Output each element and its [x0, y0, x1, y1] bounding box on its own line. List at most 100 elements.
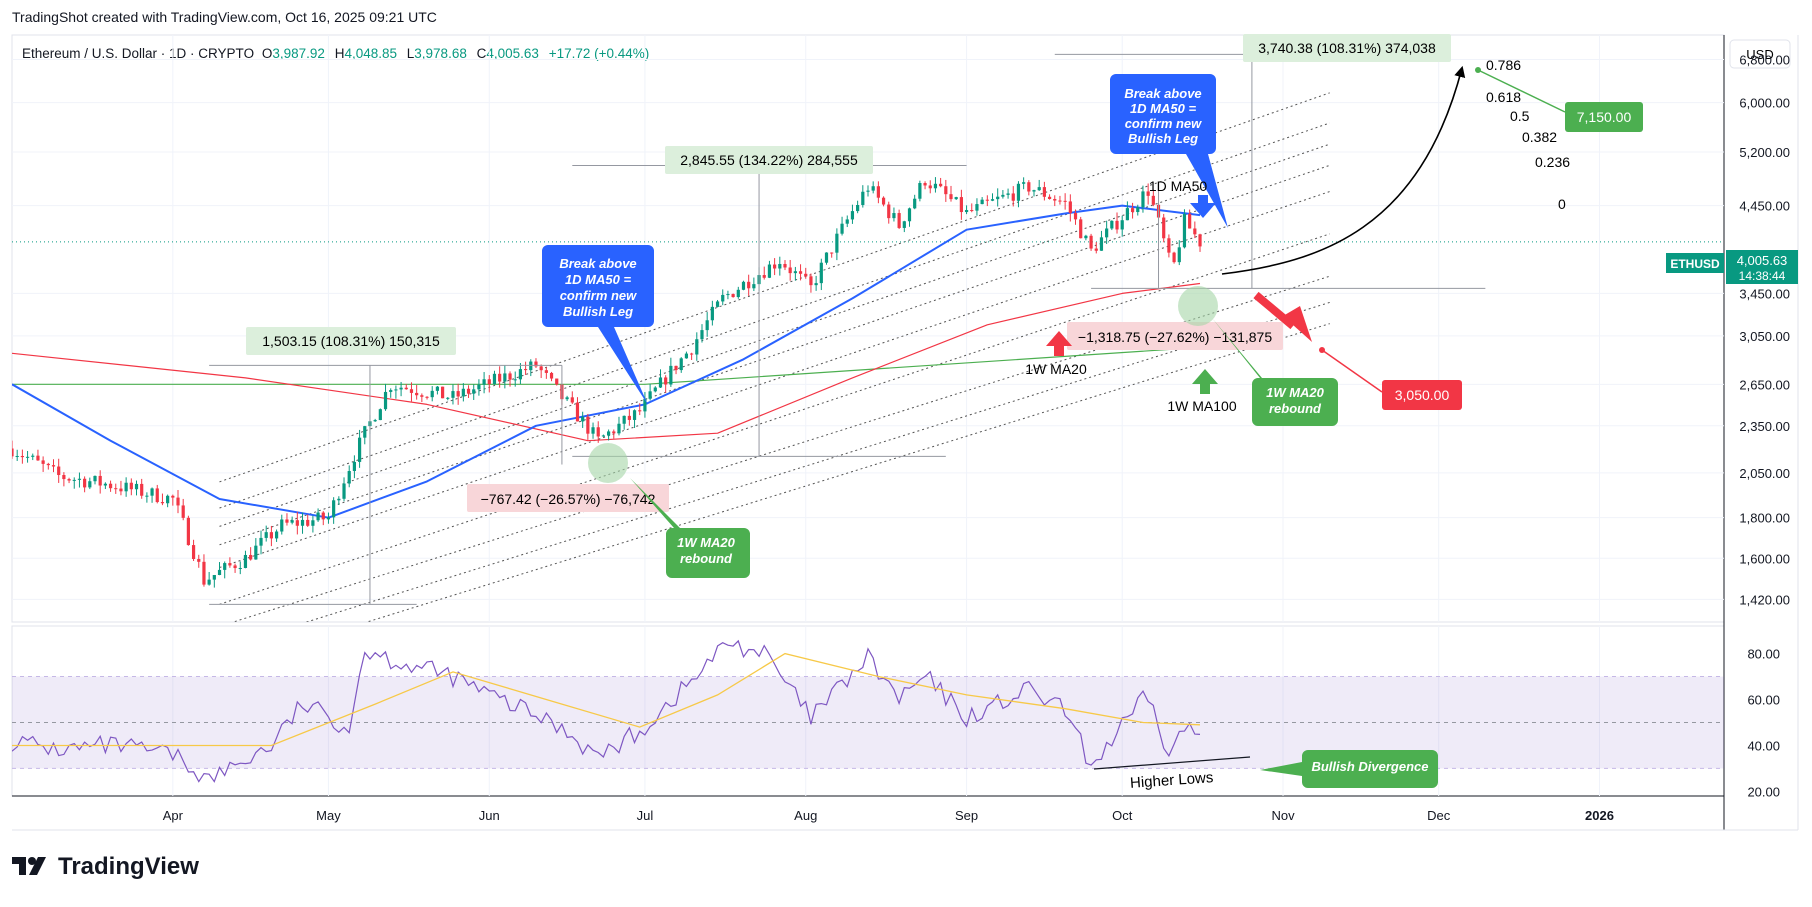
- ma-green-line: [12, 346, 1201, 385]
- candle-body: [389, 390, 393, 392]
- price-tick-label: 1,600.00: [1739, 551, 1790, 566]
- candle-body: [108, 483, 113, 489]
- candle-body: [581, 416, 585, 422]
- candle-body: [814, 283, 818, 286]
- candle-body: [326, 517, 331, 520]
- measure-3-label: 3,740.38 (108.31%) 374,038: [1258, 40, 1436, 56]
- bullish-divergence-callout: Bullish Divergence: [1260, 750, 1438, 788]
- low-value: 3,978.68: [414, 46, 467, 61]
- candle-body: [1125, 208, 1129, 221]
- rsi-tick-label: 60.00: [1747, 693, 1780, 708]
- callout-break-2-line3: confirm new: [1125, 116, 1202, 131]
- candle-body: [762, 275, 766, 278]
- price-tick-label: 4,450.00: [1739, 199, 1790, 214]
- candle-body: [456, 391, 460, 397]
- candle-body: [752, 284, 756, 289]
- candle-body: [1167, 238, 1171, 253]
- chart-canvas[interactable]: Ethereum / U.S. Dollar · 1D · CRYPTO O3,…: [0, 0, 1812, 840]
- time-tick-label: 2026: [1585, 808, 1614, 823]
- candle-body: [238, 568, 242, 570]
- candle-body: [394, 389, 398, 391]
- price-tick-label: 5,200.00: [1739, 145, 1790, 160]
- candle-body: [980, 199, 984, 205]
- candle-body: [715, 301, 720, 307]
- candle-body: [332, 500, 336, 518]
- candle-body: [586, 416, 590, 434]
- candle-body: [731, 294, 735, 298]
- candle-body: [747, 281, 751, 289]
- candle-body: [933, 183, 938, 189]
- candle-body: [861, 191, 865, 205]
- candle-body: [928, 185, 932, 189]
- candle-body: [498, 373, 502, 382]
- candle-body: [856, 204, 860, 212]
- candle-body: [114, 488, 118, 490]
- candle-body: [793, 271, 797, 274]
- candle-body: [492, 373, 497, 385]
- candle-body: [88, 481, 92, 488]
- candle-body: [570, 397, 574, 403]
- ma-red-line: [12, 282, 1201, 442]
- arrow-up-icon: [1046, 331, 1072, 356]
- candle-body: [274, 531, 279, 539]
- candle-body: [767, 264, 772, 278]
- candle-body: [809, 276, 813, 286]
- candle-body: [850, 211, 855, 220]
- callout-rebound-1-line1: 1W MA20: [677, 535, 736, 550]
- candle-body: [62, 475, 66, 480]
- currency-button[interactable]: USD: [1729, 39, 1791, 69]
- candle-body: [783, 263, 787, 268]
- candle-body: [684, 353, 689, 359]
- candle-body: [12, 448, 14, 457]
- candle-body: [1079, 219, 1083, 239]
- candle-body: [357, 437, 362, 462]
- candle-body: [155, 488, 159, 503]
- candle-body: [503, 373, 507, 382]
- callout-rebound-1-line2: rebound: [680, 551, 733, 566]
- candle-body: [710, 306, 714, 321]
- candle-body: [1130, 208, 1135, 213]
- fib-label-05: 0.5: [1510, 108, 1530, 124]
- candle-body: [690, 353, 694, 355]
- candle-body: [217, 569, 222, 575]
- candle-body: [881, 197, 886, 205]
- candle-body: [67, 479, 71, 481]
- candle-body: [46, 463, 50, 466]
- candle-body: [103, 483, 107, 486]
- candle-body: [1151, 195, 1155, 205]
- candle-body: [773, 264, 777, 269]
- candle-body: [383, 391, 388, 410]
- high-label: H: [335, 46, 345, 61]
- fib-channel-line: [219, 92, 1330, 483]
- high-value: 4,048.85: [344, 46, 397, 61]
- candle-body: [197, 558, 201, 562]
- candle-body: [612, 431, 616, 434]
- candle-body: [306, 519, 310, 526]
- candle-body: [342, 483, 346, 499]
- candle-body: [223, 563, 227, 570]
- candle-body: [446, 397, 450, 399]
- price-badge-ticker: ETHUSD: [1670, 257, 1720, 271]
- candle-body: [726, 294, 730, 296]
- price-tick-label: 2,350.00: [1739, 419, 1790, 434]
- rsi-tick-label: 80.00: [1747, 647, 1780, 662]
- brand-logo[interactable]: TradingView: [12, 853, 199, 881]
- candle-body: [461, 388, 465, 397]
- candle-body: [996, 196, 1000, 200]
- candle-body: [892, 213, 896, 219]
- candle-body: [134, 483, 139, 490]
- candle-body: [871, 186, 875, 191]
- price-badge: ETHUSD 4,005.63 14:38:44: [1666, 250, 1798, 284]
- candle-body: [824, 252, 829, 263]
- candle-body: [321, 512, 325, 520]
- candle-body: [1011, 193, 1015, 201]
- candle-body: [1063, 200, 1067, 202]
- candle-body: [508, 373, 512, 380]
- candle-body: [798, 271, 803, 274]
- callout-break-1-line1: Break above: [559, 256, 636, 271]
- callout-break-2-line1: Break above: [1124, 86, 1201, 101]
- candle-body: [191, 545, 196, 559]
- candle-body: [1001, 194, 1005, 197]
- candle-body: [280, 519, 284, 532]
